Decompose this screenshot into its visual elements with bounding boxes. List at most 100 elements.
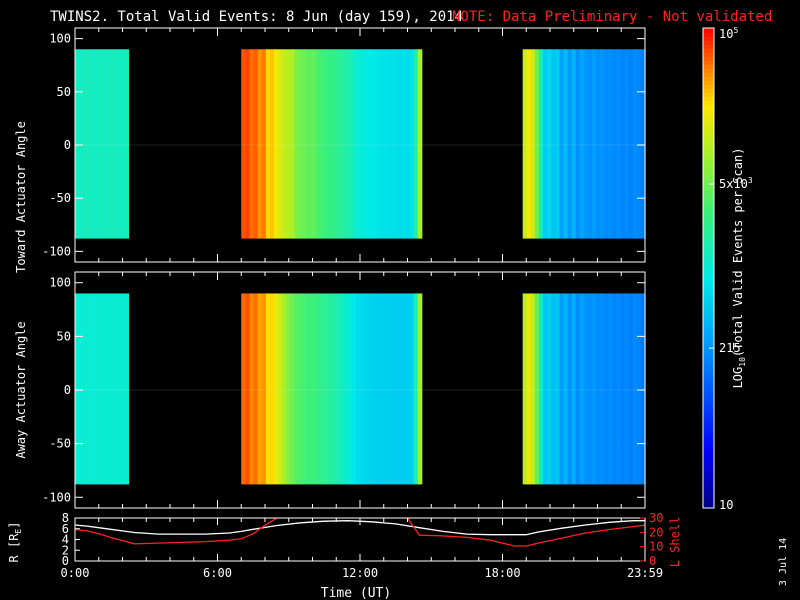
away-heatmap-cell [534,293,540,485]
colorbar-segment [703,372,714,377]
colorbar-segment [703,288,714,293]
away-heatmap-cell [543,293,548,485]
toward-heatmap-cell [604,49,609,239]
colorbar-segment [703,472,714,477]
toward-heatmap-cell [290,49,296,239]
away-heatmap-cell [604,293,609,485]
toward-heatmap-cell [384,49,390,239]
toward-heatmap-cell [636,49,642,239]
away-heatmap-cell [364,293,370,485]
orbit-series-lshell [75,518,645,547]
away-heatmap-cell [356,293,361,485]
away-heatmap-cell [596,293,601,485]
toward-heatmap-cell [306,49,312,239]
colorbar-segment [703,396,714,401]
colorbar-segment [703,408,714,413]
away-heatmap-cell [413,293,419,485]
toward-heatmap-cell [360,49,365,239]
colorbar-segment [703,440,714,445]
away-heatmap-cell [265,293,271,485]
colorbar-segment [703,92,714,97]
away-heatmap-cell [360,293,365,485]
toward-heatmap-cell [245,49,251,239]
toward-heatmap-cell [388,49,394,239]
toward-heatmap-cell [294,49,300,239]
colorbar-segment [703,352,714,357]
toward-heatmap-cell [261,49,267,239]
colorbar-segment [703,100,714,105]
away-heatmap-cell [547,293,552,485]
colorbar-segment [703,320,714,325]
away-zero-band [75,389,645,391]
colorbar-segment [703,240,714,245]
orbit-ylabel-left-end: ] [7,522,21,529]
colorbar-tick-label: 105 [719,26,738,41]
away-heatmap-cell [75,293,81,485]
colorbar-segment [703,244,714,249]
toward-heatmap-cell [559,49,565,239]
toward-heatmap-cell [92,49,98,239]
side-date: 3 Jul 14 [778,538,789,586]
toward-heatmap-cell [563,49,569,239]
away-heatmap-cell [278,293,283,485]
toward-heatmap-cell [115,49,121,239]
colorbar-segment [703,424,714,429]
colorbar-segment [703,176,714,181]
colorbar-segment [703,304,714,309]
colorbar-segment [703,212,714,217]
toward-heatmap-cell [522,49,528,239]
toward-heatmap-cell [393,49,398,239]
away-heatmap-cell [592,293,597,485]
toward-heatmap-cell [530,49,536,239]
toward-heatmap-cell [596,49,601,239]
toward-ytick-label: -50 [49,191,71,205]
toward-heatmap-cell [608,49,613,239]
away-heatmap-cell [97,293,103,485]
colorbar-frame [702,27,715,509]
away-heatmap-cell [110,293,116,485]
toward-heatmap-cell [269,49,275,239]
colorbar-segment [703,384,714,389]
away-ylabel: Away Actuator Angle [14,321,28,458]
toward-heatmap-cell [123,49,130,239]
colorbar-segment [703,208,714,213]
colorbar-tick-base: 10 [719,27,733,41]
away-ytick-label: 100 [49,276,71,290]
colorbar-segment [703,156,714,161]
away-heatmap-cell [88,293,94,485]
away-ytick-label: -50 [49,437,71,451]
orbit-ylabel-left: R [RE] [7,522,23,563]
away-heatmap-cell [347,293,353,485]
toward-heatmap-cell [310,49,316,239]
colorbar-segment [703,296,714,301]
away-heatmap-cell [115,293,121,485]
away-heatmap-cell [257,293,263,485]
away-heatmap-cell [526,293,532,485]
away-heatmap-cell [327,293,333,485]
colorbar-segment [703,456,714,461]
colorbar-segment [703,72,714,77]
toward-heatmap-cell [616,49,622,239]
away-heatmap-cell [571,293,577,485]
colorbar-tick-exp: 5 [733,26,738,35]
away-heatmap-cell [405,293,411,485]
toward-zero-band [75,144,645,146]
toward-heatmap-cell [526,49,532,239]
toward-heatmap-cell [413,49,419,239]
colorbar-segment [703,400,714,405]
preliminary-note: NOTE: Data Preliminary - Not validated [452,9,772,25]
colorbar-segment [703,328,714,333]
colorbar-segment [703,364,714,369]
away-heatmap-cell [101,293,107,485]
colorbar-segment [703,80,714,85]
away-heatmap-cell [397,293,402,485]
colorbar-segment [703,112,714,117]
colorbar-segment [703,284,714,289]
orbit-xtick-label: 23:59 [627,566,663,580]
toward-heatmap-cell [352,49,357,239]
colorbar-segment [703,184,714,189]
away-heatmap-cell [119,293,125,485]
colorbar-segment [703,124,714,129]
toward-heatmap-cell [397,49,402,239]
orbit-ylabel-left-main: R [R [7,533,21,563]
